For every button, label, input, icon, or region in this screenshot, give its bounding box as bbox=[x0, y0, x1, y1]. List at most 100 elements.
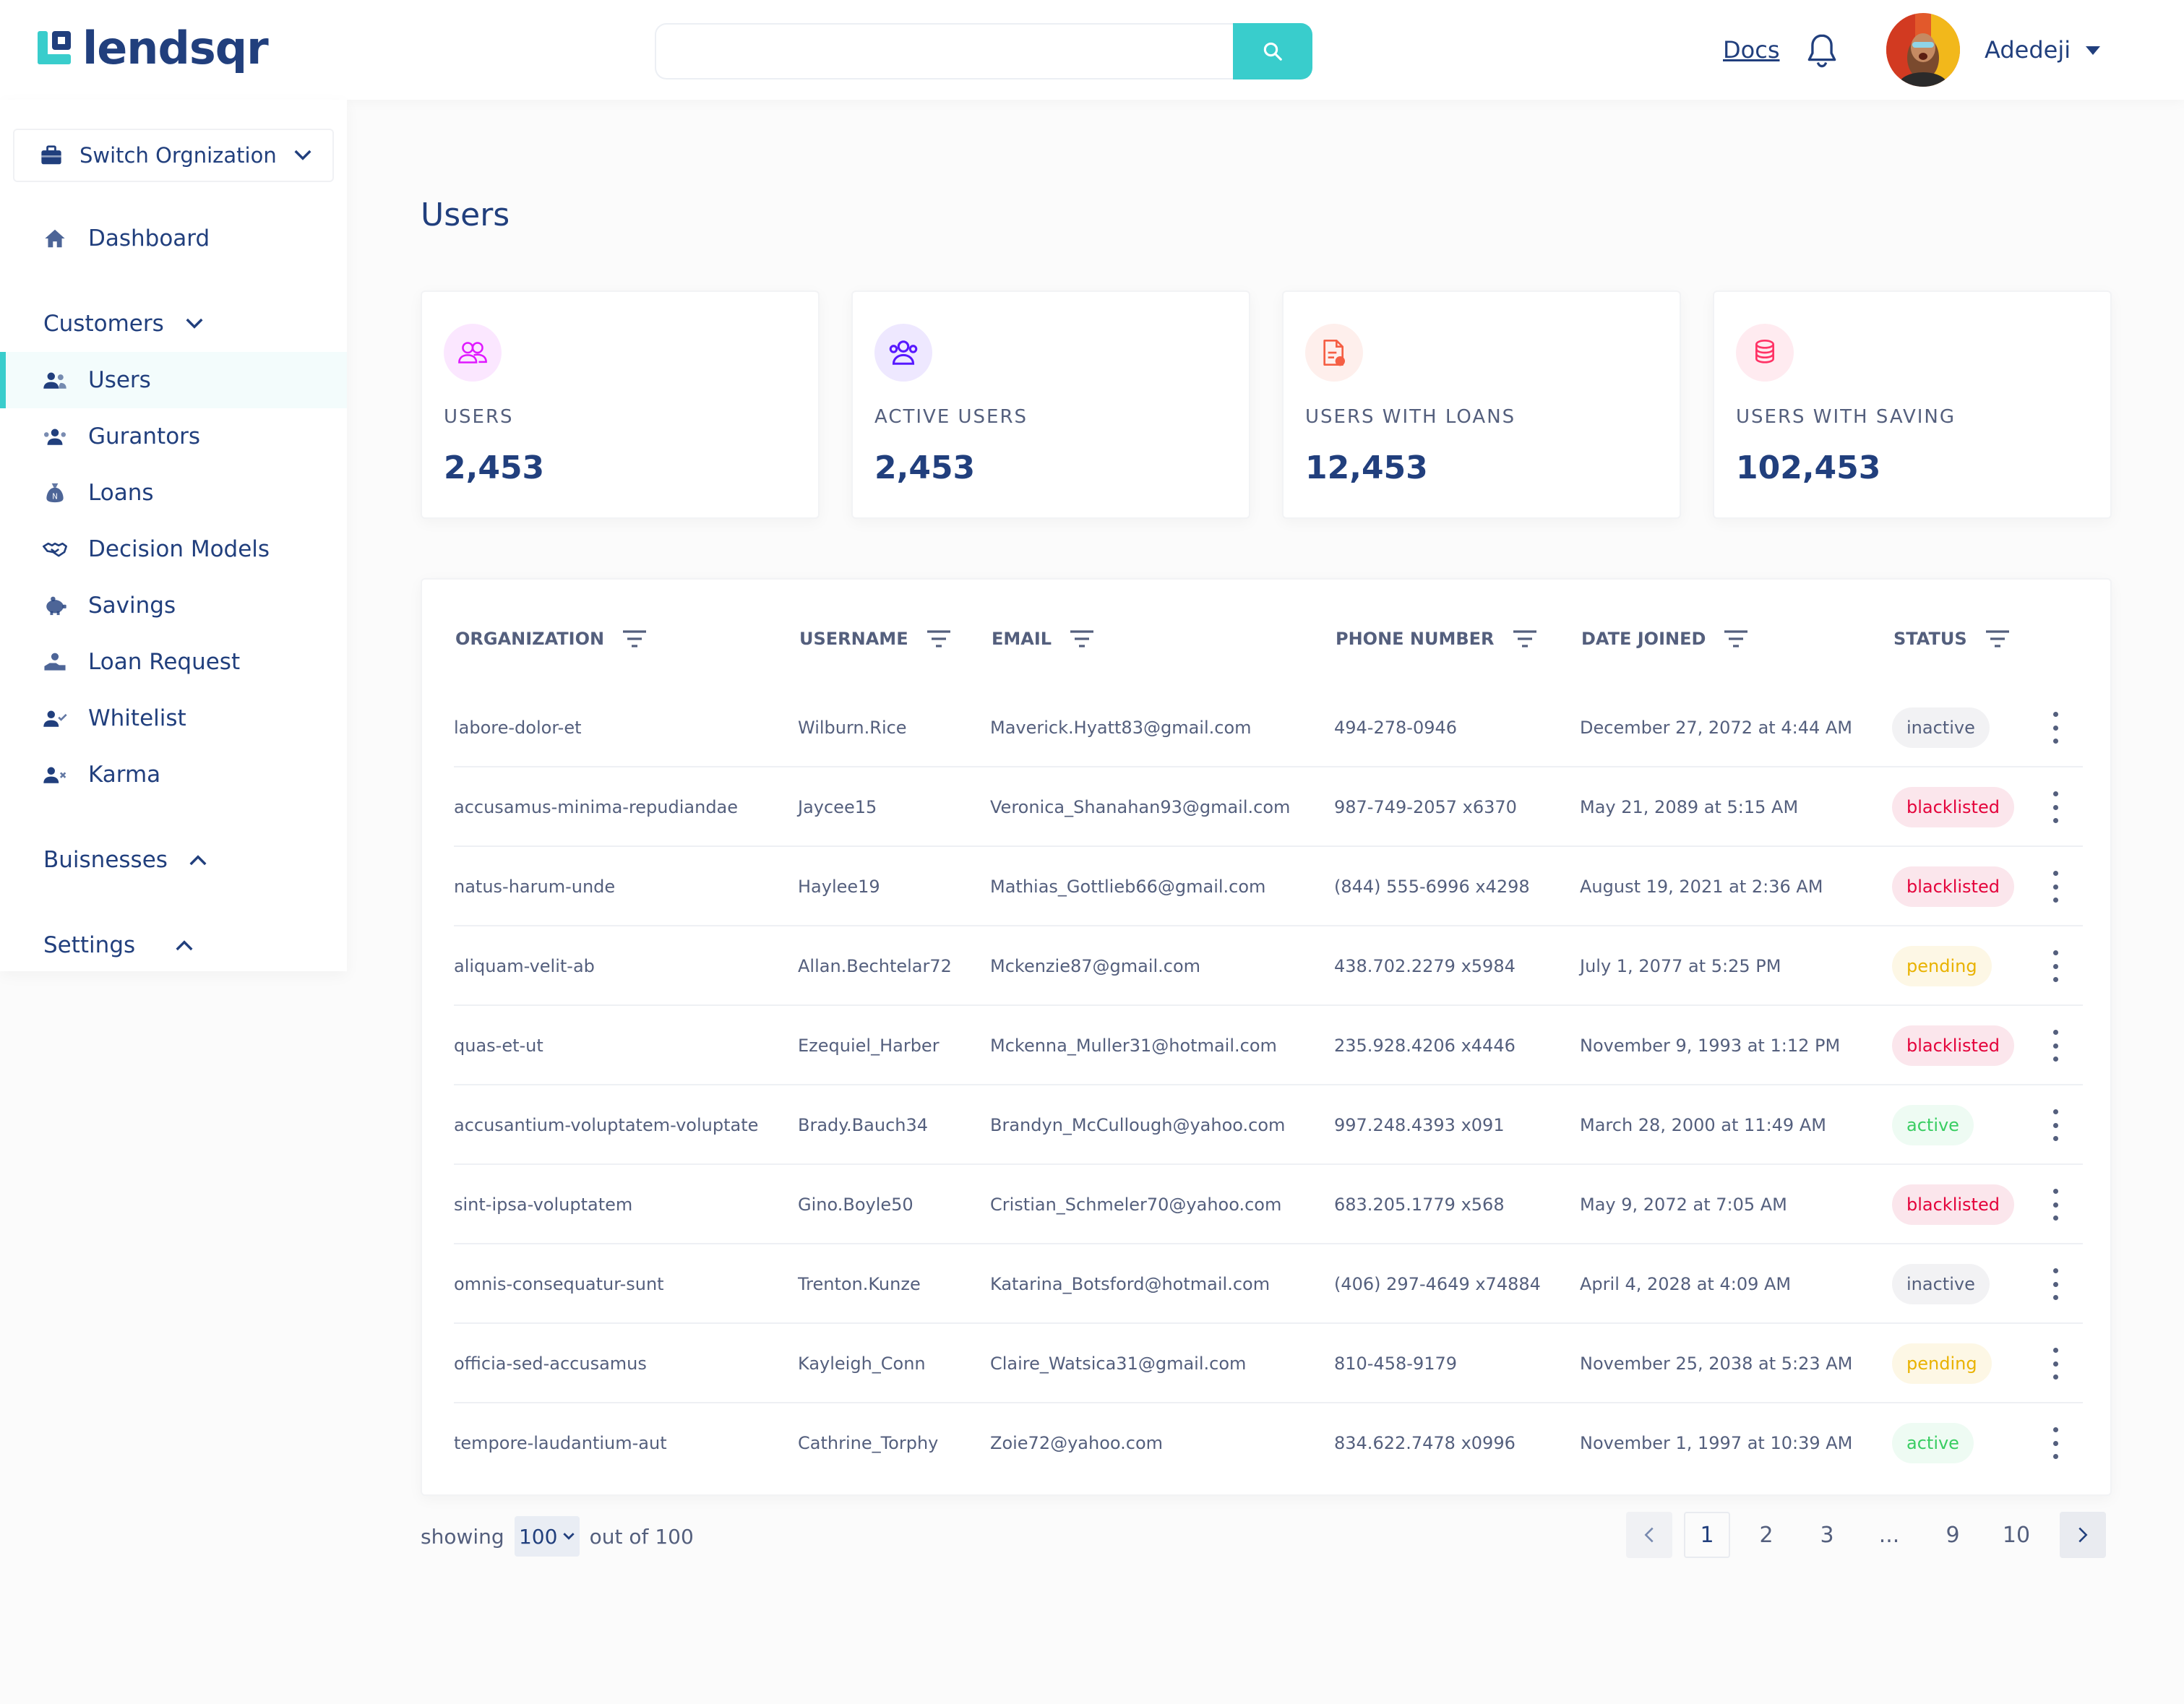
status-badge: pending bbox=[1892, 1343, 1992, 1384]
sidebar-item-whitelist[interactable]: Whitelist bbox=[0, 690, 347, 746]
sidebar-item-label: Whitelist bbox=[88, 705, 186, 731]
users-icon bbox=[444, 324, 502, 382]
page-number[interactable]: 9 bbox=[1946, 1522, 1960, 1548]
more-options-icon[interactable] bbox=[2048, 1109, 2063, 1141]
table-row[interactable]: accusamus-minima-repudiandae Jaycee15 Vero… bbox=[454, 767, 2083, 847]
next-page-button[interactable] bbox=[2060, 1512, 2106, 1558]
stat-label: ACTIVE USERS bbox=[874, 406, 1028, 428]
avatar[interactable] bbox=[1886, 13, 1960, 87]
cell-phone: (406) 297-4649 x74884 bbox=[1334, 1274, 1541, 1294]
page-title: Users bbox=[421, 197, 510, 233]
users-icon bbox=[42, 367, 68, 393]
prev-page-button[interactable] bbox=[1626, 1512, 1672, 1558]
sidebar-item-savings[interactable]: Savings bbox=[0, 577, 347, 634]
table-row[interactable]: labore-dolor-et Wilburn.Rice Maverick.Hyat… bbox=[454, 688, 2083, 767]
filter-icon[interactable] bbox=[1513, 630, 1536, 647]
cell-date: March 28, 2000 at 11:49 AM bbox=[1580, 1115, 1826, 1135]
column-header-email[interactable]: EMAIL bbox=[992, 629, 1094, 649]
stat-card-users: USERS 2,453 bbox=[421, 291, 820, 519]
sidebar-item-loans[interactable]: N Loans bbox=[0, 465, 347, 521]
page-number[interactable]: 3 bbox=[1820, 1522, 1834, 1548]
stat-label: USERS bbox=[444, 406, 514, 428]
page-size-control: showing 100 out of 100 bbox=[421, 1516, 694, 1557]
filter-icon[interactable] bbox=[623, 630, 647, 647]
filter-icon[interactable] bbox=[1070, 630, 1094, 647]
table-row[interactable]: quas-et-ut Ezequiel_Harber Mckenna_Muller3… bbox=[454, 1006, 2083, 1085]
more-options-icon[interactable] bbox=[2048, 712, 2063, 744]
sidebar-item-karma[interactable]: Karma bbox=[0, 746, 347, 803]
table-row[interactable]: sint-ipsa-voluptatem Gino.Boyle50 Cristian… bbox=[454, 1165, 2083, 1244]
column-header-username[interactable]: USERNAME bbox=[799, 629, 950, 649]
page-number[interactable]: 1 bbox=[1684, 1512, 1730, 1558]
table-row[interactable]: officia-sed-accusamus Kayleigh_Conn Claire… bbox=[454, 1324, 2083, 1403]
filter-icon[interactable] bbox=[927, 630, 950, 647]
sidebar-section-customers[interactable]: Customers bbox=[43, 311, 203, 337]
more-options-icon[interactable] bbox=[2048, 1348, 2063, 1380]
cell-phone: 997.248.4393 x091 bbox=[1334, 1115, 1505, 1135]
out-of-label: out of 100 bbox=[589, 1524, 694, 1549]
search-button[interactable] bbox=[1233, 23, 1312, 79]
more-options-icon[interactable] bbox=[2048, 1030, 2063, 1062]
search-input[interactable] bbox=[655, 23, 1233, 79]
cell-date: November 1, 1997 at 10:39 AM bbox=[1580, 1433, 1853, 1453]
page-size-select[interactable]: 100 bbox=[514, 1516, 580, 1557]
table-row[interactable]: tempore-laudantium-aut Cathrine_Torphy Zoi… bbox=[454, 1403, 2083, 1483]
table-row[interactable]: accusantium-voluptatem-voluptate Brady.Ba… bbox=[454, 1085, 2083, 1165]
cell-email: Mckenzie87@gmail.com bbox=[990, 956, 1201, 976]
status-badge: inactive bbox=[1892, 707, 1990, 748]
sidebar-item-users[interactable]: Users bbox=[0, 352, 347, 408]
column-header-organization[interactable]: ORGANIZATION bbox=[455, 629, 647, 649]
cell-email: Claire_Watsica31@gmail.com bbox=[990, 1354, 1247, 1374]
top-header: lendsqr Docs Adedeji bbox=[0, 0, 2184, 100]
cell-org: accusantium-voluptatem-voluptate bbox=[454, 1115, 759, 1135]
table-row[interactable]: omnis-consequatur-sunt Trenton.Kunze Katar… bbox=[454, 1244, 2083, 1324]
guarantors-icon bbox=[42, 423, 68, 449]
user-name[interactable]: Adedeji bbox=[1985, 36, 2071, 64]
cell-username: Brady.Bauch34 bbox=[798, 1115, 929, 1135]
more-options-icon[interactable] bbox=[2048, 1268, 2063, 1300]
sidebar-item-guarantors[interactable]: Gurantors bbox=[0, 408, 347, 465]
sidebar-section-settings[interactable]: Settings bbox=[43, 932, 193, 958]
stat-value: 2,453 bbox=[444, 449, 545, 486]
page-number[interactable]: 10 bbox=[2002, 1522, 2031, 1548]
more-options-icon[interactable] bbox=[2048, 1427, 2063, 1459]
header-label: PHONE NUMBER bbox=[1336, 629, 1495, 649]
caret-down-icon[interactable] bbox=[2086, 46, 2100, 55]
filter-icon[interactable] bbox=[1724, 630, 1748, 647]
status-badge: blacklisted bbox=[1892, 1025, 2014, 1066]
sidebar-item-decision-models[interactable]: Decision Models bbox=[0, 521, 347, 577]
notification-bell-icon[interactable] bbox=[1804, 32, 1840, 71]
cell-date: August 19, 2021 at 2:36 AM bbox=[1580, 877, 1823, 897]
more-options-icon[interactable] bbox=[2048, 1189, 2063, 1221]
filter-icon[interactable] bbox=[1985, 630, 2009, 647]
status-badge: blacklisted bbox=[1892, 787, 2014, 827]
hand-coin-icon bbox=[42, 649, 68, 675]
more-options-icon[interactable] bbox=[2048, 791, 2063, 823]
status-badge: blacklisted bbox=[1892, 866, 2014, 907]
page-number[interactable]: 2 bbox=[1759, 1522, 1774, 1548]
cell-phone: 683.205.1779 x568 bbox=[1334, 1195, 1505, 1215]
cell-phone: 494-278-0946 bbox=[1334, 718, 1458, 738]
cell-username: Allan.Bechtelar72 bbox=[798, 956, 952, 976]
table-row[interactable]: aliquam-velit-ab Allan.Bechtelar72 Mckenzi… bbox=[454, 926, 2083, 1006]
docs-link[interactable]: Docs bbox=[1723, 36, 1780, 64]
column-header-phone-number[interactable]: PHONE NUMBER bbox=[1336, 629, 1536, 649]
sidebar: Switch Orgnization Dashboard Customers U… bbox=[0, 100, 347, 971]
cell-email: Maverick.Hyatt83@gmail.com bbox=[990, 718, 1252, 738]
column-header-status[interactable]: STATUS bbox=[1893, 629, 2009, 649]
stat-card-users-with-saving: USERS WITH SAVING 102,453 bbox=[1713, 291, 2112, 519]
sidebar-item-loan-request[interactable]: Loan Request bbox=[0, 634, 347, 690]
sidebar-item-dashboard[interactable]: Dashboard bbox=[0, 210, 347, 267]
cell-email: Veronica_Shanahan93@gmail.com bbox=[990, 797, 1291, 817]
column-header-date-joined[interactable]: DATE JOINED bbox=[1581, 629, 1748, 649]
lendsqr-logo[interactable]: lendsqr bbox=[38, 20, 269, 75]
page-ellipsis: ... bbox=[1878, 1522, 1900, 1548]
cell-username: Wilburn.Rice bbox=[798, 718, 907, 738]
logo-text: lendsqr bbox=[82, 21, 269, 74]
switch-organization-dropdown[interactable]: Switch Orgnization bbox=[13, 129, 334, 182]
more-options-icon[interactable] bbox=[2048, 871, 2063, 903]
more-options-icon[interactable] bbox=[2048, 950, 2063, 982]
active-users-icon bbox=[874, 324, 932, 382]
table-row[interactable]: natus-harum-unde Haylee19 Mathias_Gottlieb… bbox=[454, 847, 2083, 926]
sidebar-section-businesses[interactable]: Buisnesses bbox=[43, 847, 207, 873]
